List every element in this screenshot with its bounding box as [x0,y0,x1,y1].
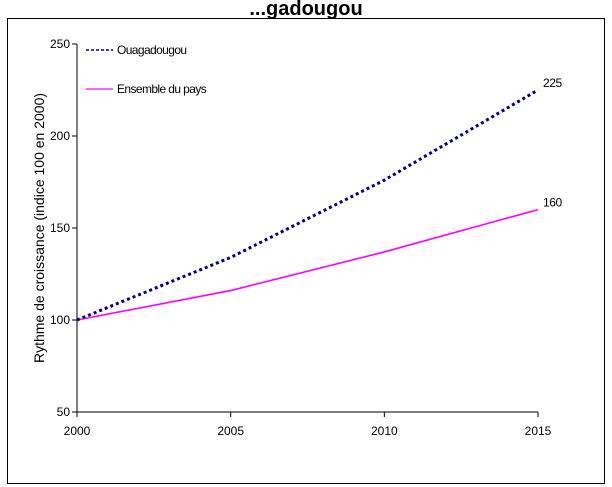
series-lines [76,88,539,322]
line-chart: 50 100 150 200 250 2000 2005 2010 2015 Rythme de … [31,37,563,438]
chart-frame: 50 100 150 200 250 2000 2005 2010 2015 Rythme de … [7,18,605,484]
y-tick-label: 150 [50,221,70,235]
x-tick-label: 2005 [217,424,244,438]
y-axis-title: Rythme de croissance (indice 100 en 2000… [31,93,47,363]
x-tick-label: 2000 [64,424,91,438]
y-tick-label: 50 [57,405,71,419]
y-tick-label: 250 [50,37,70,51]
series-line-ouagadougou [76,88,539,322]
legend: Ouagadougou Ensemble du pays [86,43,207,96]
data-point-ensemble-du-pays [76,319,78,321]
data-point-ensemble-du-pays [383,251,385,253]
data-point-ensemble-du-pays [230,290,232,292]
legend-label-ouagadougou: Ouagadougou [117,43,186,57]
series-line-ensemble-du-pays [76,208,539,321]
data-point-ensemble-du-pays [537,209,539,211]
chart-title: ...gadougou [249,0,363,20]
data-point-ouagadougou [383,179,385,181]
legend-label-ensemble-du-pays: Ensemble du pays [117,82,207,96]
labels: 50 100 150 200 250 2000 2005 2010 2015 Rythme de … [31,37,563,438]
end-value-label-ensemble-du-pays: 160 [543,196,563,210]
y-tick-label: 200 [50,129,70,143]
end-value-label-ouagadougou: 225 [543,76,563,90]
data-point-ouagadougou [230,256,232,258]
data-point-ouagadougou [537,89,539,91]
x-tick-label: 2010 [371,424,398,438]
x-tick-label: 2015 [525,424,552,438]
y-tick-label: 100 [50,313,70,327]
axes [72,43,539,417]
